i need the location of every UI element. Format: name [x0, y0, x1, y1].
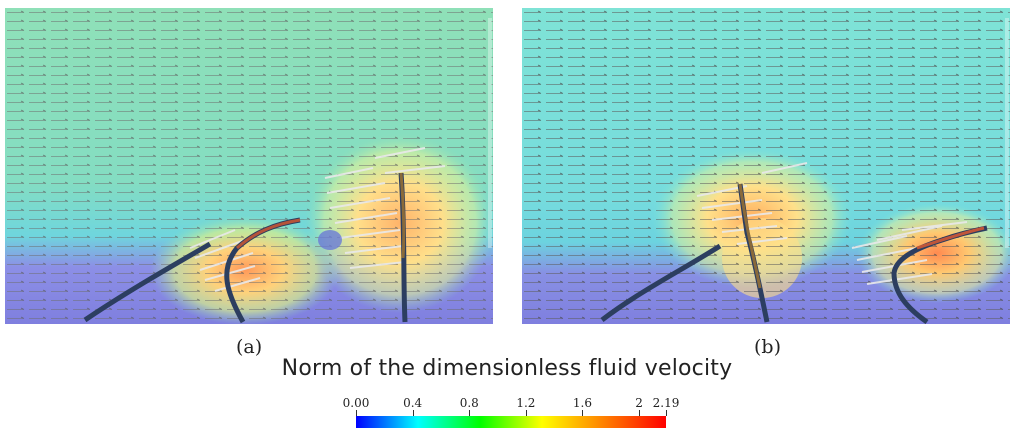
panel-a-image — [5, 8, 493, 324]
panel-a-caption: (a) — [236, 336, 263, 358]
panel-b-flow-field — [522, 8, 1010, 324]
colorbar-tick-mark — [525, 410, 527, 416]
colorbar-tick-label: 2.19 — [652, 396, 680, 410]
colorbar-tick-label: 2 — [635, 396, 643, 410]
colorbar-gradient — [356, 416, 666, 428]
colorbar-tick-label: 0.00 — [342, 396, 370, 410]
colorbar-tick-mark — [356, 410, 357, 416]
colorbar-tick-mark — [639, 410, 641, 416]
colorbar-tick-label: 1.6 — [572, 396, 593, 410]
colorbar-tick-label: 0.8 — [459, 396, 479, 410]
colorbar-tick-mark — [582, 410, 584, 416]
colorbar-title: Norm of the dimensionless fluid velocity — [281, 356, 733, 381]
colorbar-tick-mark — [666, 410, 667, 416]
colorbar-tick-mark — [412, 410, 414, 416]
colorbar: 0.00 0.4 0.8 1.2 1.6 2 2.19 — [343, 396, 679, 430]
panel-b-image — [522, 8, 1010, 324]
colorbar-tick-label: 0.4 — [403, 396, 423, 410]
colorbar-tick-mark — [469, 410, 471, 416]
panel-b-caption: (b) — [754, 336, 781, 358]
panel-a-flow-field — [5, 8, 493, 324]
colorbar-tick-label: 1.2 — [516, 396, 536, 410]
